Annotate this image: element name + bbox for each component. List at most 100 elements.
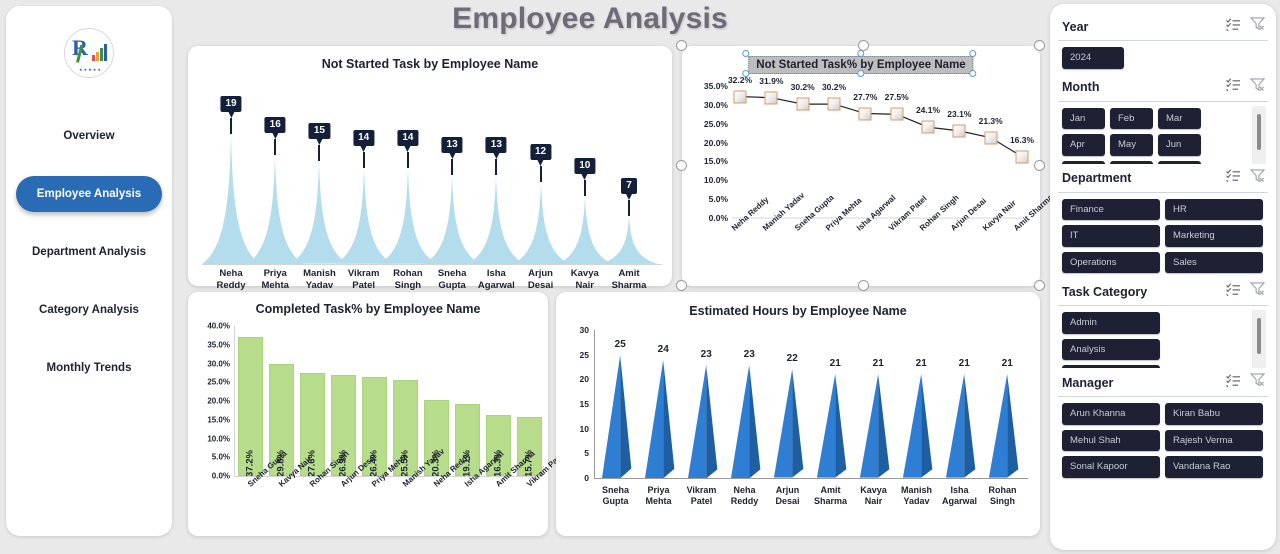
multi-select-icon[interactable] — [1226, 282, 1241, 296]
selection-handle[interactable] — [1034, 160, 1045, 171]
cone-bar[interactable] — [902, 374, 933, 478]
selection-handle-small[interactable] — [969, 49, 977, 57]
chart-title-selected[interactable]: Not Started Task% by Employee Name — [741, 49, 977, 77]
bar[interactable]: 20.3% — [423, 399, 450, 477]
filter-chip[interactable]: Analysis — [1062, 338, 1160, 360]
cone-bar[interactable] — [687, 364, 718, 478]
selection-handle[interactable] — [858, 280, 869, 291]
bar[interactable]: 25.5% — [392, 380, 419, 477]
multi-select-button[interactable] — [1226, 373, 1241, 392]
clear-filter-button[interactable] — [1249, 77, 1266, 97]
multi-select-icon[interactable] — [1226, 373, 1241, 387]
cone-bar[interactable] — [816, 374, 847, 478]
clear-filter-icon[interactable] — [1249, 168, 1266, 183]
data-marker[interactable] — [1015, 150, 1029, 164]
data-marker[interactable] — [921, 120, 935, 134]
sidebar-item-category-analysis[interactable]: Category Analysis — [16, 292, 162, 328]
cone-bar[interactable] — [859, 374, 890, 478]
multi-select-button[interactable] — [1226, 282, 1241, 301]
multi-select-icon[interactable] — [1226, 78, 1241, 92]
multi-select-button[interactable] — [1226, 78, 1241, 96]
filter-chip[interactable]: Arun Khanna — [1062, 403, 1160, 425]
filter-chip[interactable]: Vandana Rao — [1165, 456, 1263, 478]
selection-handle[interactable] — [676, 40, 687, 51]
selection-handle-small[interactable] — [741, 49, 749, 57]
bar[interactable]: 27.6% — [299, 372, 326, 477]
bar[interactable]: 26.9% — [330, 375, 357, 477]
clear-filter-icon[interactable] — [1249, 373, 1266, 387]
selection-handle[interactable] — [676, 280, 687, 291]
clear-filter-icon[interactable] — [1249, 17, 1266, 31]
selection-handle[interactable] — [676, 160, 687, 171]
scrollbar-thumb[interactable] — [1257, 318, 1261, 354]
selection-handle[interactable] — [858, 40, 869, 51]
filter-chip[interactable]: Sep — [1158, 160, 1201, 164]
cone-bar[interactable] — [601, 354, 632, 478]
bar[interactable]: 37.2% — [237, 336, 264, 477]
filter-chip[interactable]: Jul — [1062, 160, 1105, 164]
filter-chip[interactable]: Jan — [1062, 107, 1105, 129]
data-marker[interactable] — [764, 91, 778, 105]
cone-bar[interactable] — [988, 374, 1019, 478]
cone-bar[interactable] — [945, 374, 976, 478]
sidebar-item-employee-analysis[interactable]: Employee Analysis — [16, 176, 162, 212]
multi-select-icon[interactable] — [1226, 169, 1241, 183]
filter-scrollbar[interactable] — [1252, 105, 1266, 164]
filter-chip[interactable]: IT — [1062, 225, 1160, 247]
filter-chip[interactable]: Sonal Kapoor — [1062, 456, 1160, 478]
data-marker[interactable] — [796, 97, 810, 111]
filter-group-title: Month — [1062, 80, 1100, 94]
sidebar-item-department-analysis[interactable]: Department Analysis — [16, 234, 162, 270]
filter-chip[interactable]: Mehul Shah — [1062, 429, 1160, 451]
chart-card-not-started-task-pct[interactable]: Not Started Task% by Employee Name 0.0% 5… — [676, 40, 1055, 291]
scrollbar-thumb[interactable] — [1257, 113, 1261, 150]
selection-handle-small[interactable] — [969, 69, 977, 77]
clear-filter-button[interactable] — [1249, 17, 1266, 36]
filter-scrollbar[interactable] — [1252, 310, 1266, 368]
filter-chip[interactable]: Operations — [1062, 251, 1160, 273]
clear-filter-icon[interactable] — [1249, 77, 1266, 92]
data-marker[interactable] — [827, 97, 841, 111]
selection-handle[interactable] — [1034, 40, 1045, 51]
cone-bar[interactable] — [730, 364, 761, 478]
clear-filter-button[interactable] — [1249, 282, 1266, 301]
cone-bar[interactable] — [773, 369, 804, 478]
cone-bar[interactable] — [644, 359, 675, 478]
multi-select-button[interactable] — [1226, 169, 1241, 187]
filter-chip[interactable]: Client Work — [1062, 365, 1160, 368]
bar[interactable]: 26.4% — [361, 377, 388, 477]
sidebar-item-overview[interactable]: Overview — [16, 118, 162, 154]
filter-chip[interactable]: May — [1110, 134, 1153, 156]
multi-select-button[interactable] — [1226, 17, 1241, 36]
filter-chip[interactable]: 2024 — [1062, 47, 1124, 69]
data-marker[interactable] — [952, 124, 966, 138]
data-marker[interactable] — [858, 107, 872, 121]
clear-filter-button[interactable] — [1249, 168, 1266, 188]
filter-chip[interactable]: Feb — [1110, 107, 1153, 129]
selection-handle-small[interactable] — [857, 69, 865, 77]
filter-chip[interactable]: Mar — [1158, 107, 1201, 129]
clear-filter-button[interactable] — [1249, 373, 1266, 392]
selection-handle-small[interactable] — [741, 69, 749, 77]
multi-select-icon[interactable] — [1226, 17, 1241, 31]
bar[interactable]: 15.7% — [516, 417, 543, 477]
filter-chip[interactable]: Apr — [1062, 134, 1105, 156]
sidebar-item-monthly-trends[interactable]: Monthly Trends — [16, 350, 162, 386]
filter-chip[interactable]: Sales — [1165, 251, 1263, 273]
filter-chip[interactable]: HR — [1165, 198, 1263, 220]
filter-chip[interactable]: Jun — [1158, 134, 1201, 156]
filter-chip[interactable]: Admin — [1062, 312, 1160, 334]
data-marker[interactable] — [984, 131, 998, 145]
filter-chip[interactable]: Marketing — [1165, 225, 1263, 247]
bar[interactable]: 19.1% — [454, 404, 481, 477]
data-marker[interactable] — [733, 90, 747, 104]
clear-filter-icon[interactable] — [1249, 282, 1266, 296]
filter-chip[interactable]: Kiran Babu — [1165, 403, 1263, 425]
filter-chip[interactable]: Rajesh Verma — [1165, 429, 1263, 451]
data-marker[interactable] — [890, 107, 904, 121]
filter-chip[interactable]: Aug — [1110, 160, 1153, 164]
bar[interactable]: 16.3% — [485, 414, 512, 477]
selection-handle[interactable] — [1034, 280, 1045, 291]
filter-chip[interactable]: Finance — [1062, 198, 1160, 220]
bar[interactable]: 29.8% — [268, 364, 295, 477]
